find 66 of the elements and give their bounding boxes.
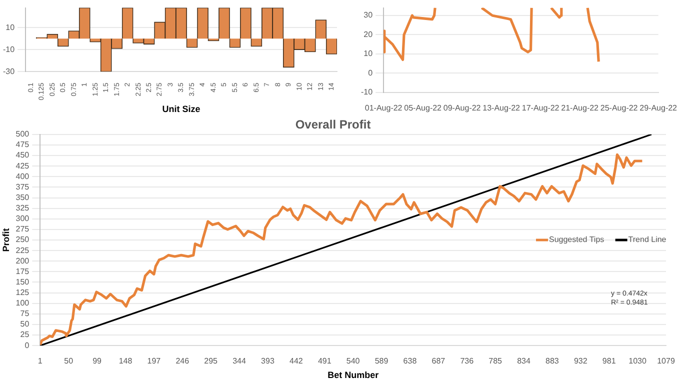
y-tick-label: 325 <box>16 204 30 213</box>
x-tick-label: 1030 <box>628 356 647 366</box>
y-tick-label: 10 <box>364 49 374 58</box>
y-tick-label: 30 <box>364 10 374 20</box>
y-tick-label: 75 <box>20 309 30 318</box>
x-tick-label: 687 <box>432 356 446 366</box>
x-tick-label: 99 <box>92 356 102 366</box>
legend-label: Trend Line <box>628 235 667 244</box>
x-tick-label: 736 <box>460 356 474 366</box>
x-tick-label: 05-Aug-22 <box>404 103 442 112</box>
chart-title: Overall Profit <box>295 118 371 132</box>
y-tick-label: 175 <box>16 266 30 276</box>
y-tick-label: 150 <box>16 277 30 286</box>
x-tick-label: 50 <box>64 356 74 366</box>
x-tick-label: 393 <box>261 356 275 366</box>
x-tick-label: 589 <box>374 356 389 366</box>
x-axis-title: Unit Size <box>162 104 200 114</box>
x-tick-label: 197 <box>147 356 162 366</box>
x-tick-label: 295 <box>204 356 218 366</box>
y-tick-label: 25 <box>20 330 30 340</box>
x-tick-label: 1079 <box>657 356 676 366</box>
x-tick-label: 540 <box>346 356 360 366</box>
x-tick-label: 01-Aug-22 <box>364 103 403 112</box>
y-tick-label: 375 <box>16 182 30 192</box>
y-tick-label: 100 <box>16 298 30 308</box>
y-tick-label: 225 <box>16 246 30 255</box>
x-tick-label: 29-Aug-22 <box>640 103 678 112</box>
y-tick-label: 275 <box>16 224 30 234</box>
y-tick-label: 400 <box>16 172 30 181</box>
y-tick-label: 10 <box>6 22 16 32</box>
x-tick-label: 246 <box>176 356 190 366</box>
x-tick-label: 25-Aug-22 <box>600 103 638 112</box>
x-tick-label: 785 <box>488 356 503 366</box>
y-tick-label: 50 <box>20 320 30 329</box>
y-tick-label: -30 <box>3 66 16 76</box>
y-axis-title: Profit <box>0 228 11 252</box>
y-tick-label: 350 <box>16 192 30 202</box>
y-tick-label: 200 <box>16 256 30 266</box>
y-tick-label: 0 <box>24 340 30 350</box>
y-tick-label: 500 <box>16 130 30 139</box>
x-tick-label: 442 <box>290 356 304 366</box>
legend-label: Suggested Tips <box>549 235 604 244</box>
x-axis-title: Bet Number <box>328 370 380 380</box>
y-tick-label: 250 <box>16 235 30 244</box>
y-tick-label: -10 <box>3 44 16 54</box>
x-tick-label: 883 <box>546 356 560 366</box>
x-tick-label: 344 <box>232 356 246 366</box>
x-tick-label: 638 <box>403 356 418 366</box>
x-tick-label: 932 <box>574 356 588 366</box>
x-tick-label: 491 <box>318 356 332 366</box>
y-tick-label: 20 <box>364 30 374 39</box>
y-tick-label: -10 <box>361 88 374 97</box>
x-tick-label: 09-Aug-22 <box>443 103 482 112</box>
y-tick-label: 125 <box>16 288 30 298</box>
x-tick-label: 981 <box>602 356 616 366</box>
x-tick-label: 148 <box>118 356 133 366</box>
y-tick-label: 425 <box>16 161 30 170</box>
x-tick-label: 1 <box>38 356 43 366</box>
x-tick-label: 834 <box>517 356 531 366</box>
y-tick-label: 450 <box>16 150 30 160</box>
y-tick-label: 300 <box>16 214 30 224</box>
x-tick-label: 17-Aug-22 <box>522 103 560 112</box>
y-tick-label: 0 <box>368 68 374 78</box>
x-tick-label: 21-Aug-22 <box>561 103 600 112</box>
y-tick-label: 475 <box>16 140 30 150</box>
x-tick-label: 13-Aug-22 <box>482 103 521 112</box>
